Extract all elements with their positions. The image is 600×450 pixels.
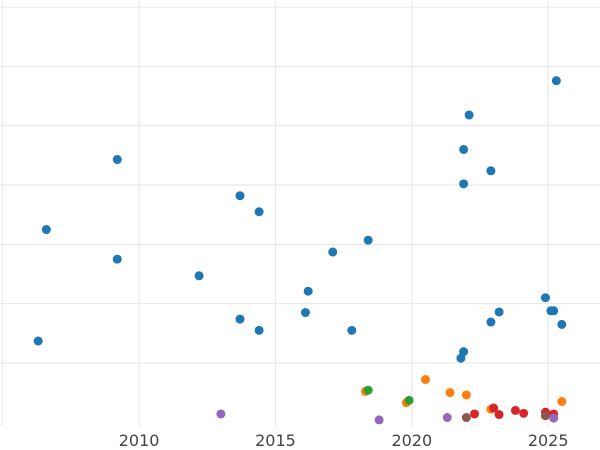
data-point [328,247,338,257]
data-point [459,179,469,189]
data-point [300,308,310,318]
data-point [254,325,264,335]
x-tick-labels: 2010 2015 2020 2025 [119,431,569,450]
data-point [459,144,469,154]
data-point [510,405,520,415]
data-point [551,76,561,86]
data-point [486,317,496,327]
data-point [363,235,373,245]
data-point [254,207,264,217]
data-point [549,413,559,423]
data-point [235,314,245,324]
x-tick-label: 2025 [528,431,569,450]
data-point [461,413,471,423]
data-point [557,396,567,406]
data-point [235,191,245,201]
data-point [420,375,430,385]
data-point [557,319,567,329]
data-point [461,390,471,400]
data-point [549,306,559,316]
x-tick-label: 2015 [255,431,296,450]
data-point [303,286,313,296]
grid-layer [0,0,600,427]
data-point [363,385,373,395]
data-point [494,410,504,420]
data-point [112,254,122,264]
data-point [33,336,43,346]
data-point [347,325,357,335]
data-point [445,388,455,398]
data-point [41,225,51,235]
data-point [486,166,496,176]
data-point [112,155,122,165]
x-tick-label: 2010 [119,431,160,450]
data-point [194,271,204,281]
data-point [519,408,529,418]
data-point [494,307,504,317]
data-point [374,415,384,425]
data-points [33,76,567,425]
data-point [489,403,499,413]
data-point [442,413,452,423]
data-point [464,110,474,120]
data-point [459,347,469,357]
data-point [470,409,480,419]
x-tick-label: 2020 [391,431,432,450]
data-point [540,293,550,303]
data-point [540,411,550,421]
data-point [216,409,226,419]
data-point [404,395,414,405]
